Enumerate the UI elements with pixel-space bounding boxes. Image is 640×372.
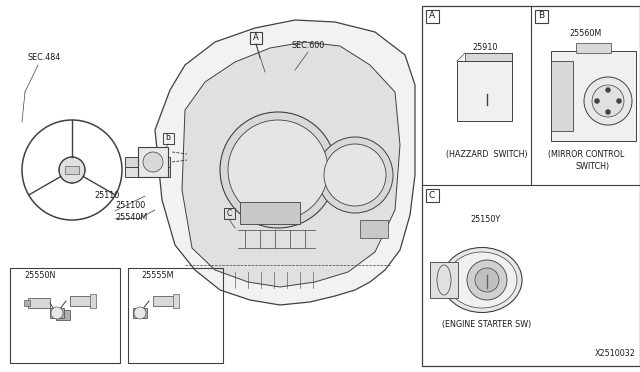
Circle shape: [595, 99, 600, 103]
Bar: [138, 147, 168, 177]
Bar: [535, 10, 548, 23]
Text: (ENGINE STARTER SW): (ENGINE STARTER SW): [442, 321, 532, 330]
Ellipse shape: [442, 247, 522, 312]
Bar: [56, 310, 70, 320]
Text: SEC.600: SEC.600: [291, 41, 324, 49]
Bar: [50, 308, 64, 318]
Bar: [551, 51, 636, 141]
Text: B: B: [538, 12, 544, 20]
Circle shape: [605, 87, 611, 93]
Circle shape: [59, 157, 85, 183]
Circle shape: [324, 144, 386, 206]
Bar: [457, 61, 512, 121]
Text: 25560M: 25560M: [570, 29, 602, 38]
Bar: [133, 308, 147, 318]
Circle shape: [584, 77, 632, 125]
Bar: [426, 10, 439, 23]
Text: 25150Y: 25150Y: [470, 215, 500, 224]
Circle shape: [592, 85, 624, 117]
Bar: [422, 6, 640, 366]
Bar: [173, 294, 179, 308]
Text: 25555M: 25555M: [141, 272, 174, 280]
Bar: [551, 61, 573, 131]
Text: 25110: 25110: [94, 190, 120, 199]
Text: (MIRROR CONTROL: (MIRROR CONTROL: [548, 150, 624, 158]
Ellipse shape: [437, 265, 451, 295]
Text: C: C: [227, 208, 232, 218]
Text: 251100: 251100: [115, 201, 145, 209]
Text: SWITCH): SWITCH): [576, 161, 610, 170]
Text: SEC.484: SEC.484: [27, 54, 60, 62]
Circle shape: [228, 120, 328, 220]
Bar: [465, 53, 512, 105]
Bar: [24, 300, 30, 306]
Bar: [360, 220, 388, 238]
Text: 25910: 25910: [472, 44, 498, 52]
Circle shape: [467, 260, 507, 300]
Circle shape: [51, 307, 63, 319]
Polygon shape: [474, 270, 500, 285]
Text: X2510032: X2510032: [595, 350, 636, 359]
Bar: [125, 157, 170, 167]
Bar: [10, 268, 120, 363]
Text: A: A: [253, 33, 259, 42]
Bar: [28, 298, 50, 308]
Text: b: b: [166, 134, 170, 142]
Circle shape: [220, 112, 336, 228]
Circle shape: [475, 268, 499, 292]
Ellipse shape: [447, 252, 517, 308]
Polygon shape: [155, 20, 415, 305]
Bar: [128, 268, 223, 363]
Text: 25550N: 25550N: [24, 272, 56, 280]
Circle shape: [605, 109, 611, 115]
Text: 25540M: 25540M: [115, 214, 147, 222]
Bar: [163, 133, 174, 144]
Bar: [65, 166, 79, 174]
Text: (HAZZARD  SWITCH): (HAZZARD SWITCH): [446, 150, 528, 158]
Text: A: A: [429, 12, 435, 20]
Polygon shape: [182, 42, 400, 287]
Circle shape: [143, 152, 163, 172]
Text: C: C: [429, 190, 435, 199]
Bar: [576, 43, 611, 53]
Bar: [125, 167, 170, 177]
Bar: [224, 208, 235, 219]
Bar: [430, 262, 458, 298]
Bar: [426, 189, 439, 202]
Bar: [240, 202, 300, 224]
Bar: [153, 296, 175, 306]
Circle shape: [134, 307, 146, 319]
Bar: [70, 296, 92, 306]
Bar: [250, 32, 262, 44]
Bar: [90, 294, 96, 308]
Circle shape: [616, 99, 621, 103]
Circle shape: [317, 137, 393, 213]
